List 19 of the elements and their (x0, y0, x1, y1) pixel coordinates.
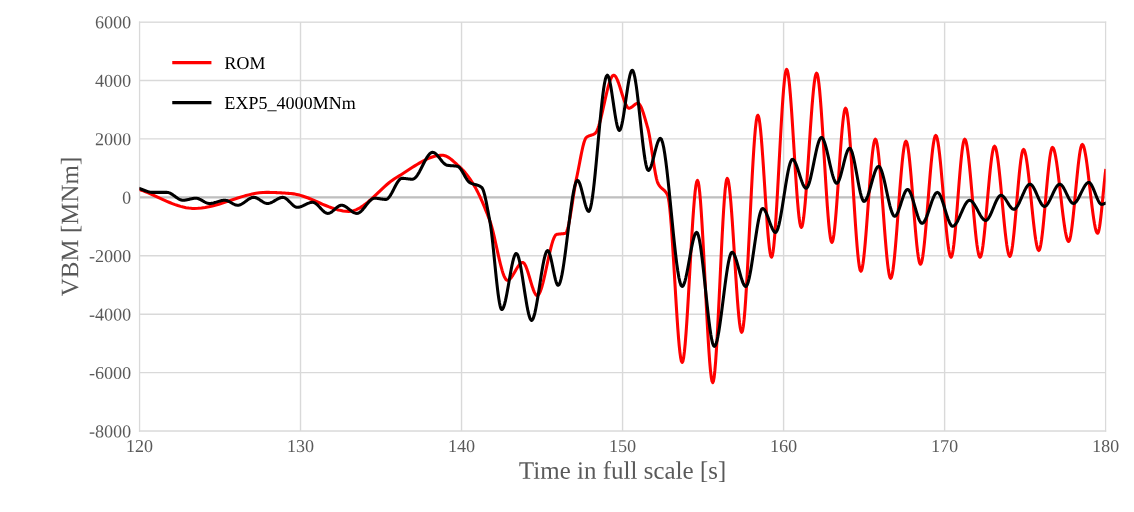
y-tick-label: 6000 (95, 16, 131, 29)
x-tick-label: 120 (127, 439, 153, 453)
legend-label: ROM (224, 57, 265, 70)
x-tick-label: 170 (932, 439, 958, 453)
x-tick-label: 180 (1093, 439, 1119, 453)
y-axis-title: VBM [MNm] (60, 158, 82, 297)
x-tick-label: 140 (449, 439, 475, 453)
x-axis-title: Time in full scale [s] (519, 461, 725, 483)
y-tick-label: -4000 (89, 308, 131, 321)
x-tick-label: 150 (610, 439, 636, 453)
y-tick-label: -2000 (89, 250, 131, 263)
y-tick-label: 2000 (95, 133, 131, 146)
x-tick-label: 160 (771, 439, 797, 453)
y-tick-label: 4000 (95, 74, 131, 87)
x-tick-label: 130 (288, 439, 314, 453)
legend-label: EXP5_4000MNm (224, 96, 356, 112)
y-tick-label: -6000 (89, 366, 131, 380)
y-tick-label: 0 (122, 191, 131, 204)
y-tick-label: -8000 (89, 425, 131, 438)
